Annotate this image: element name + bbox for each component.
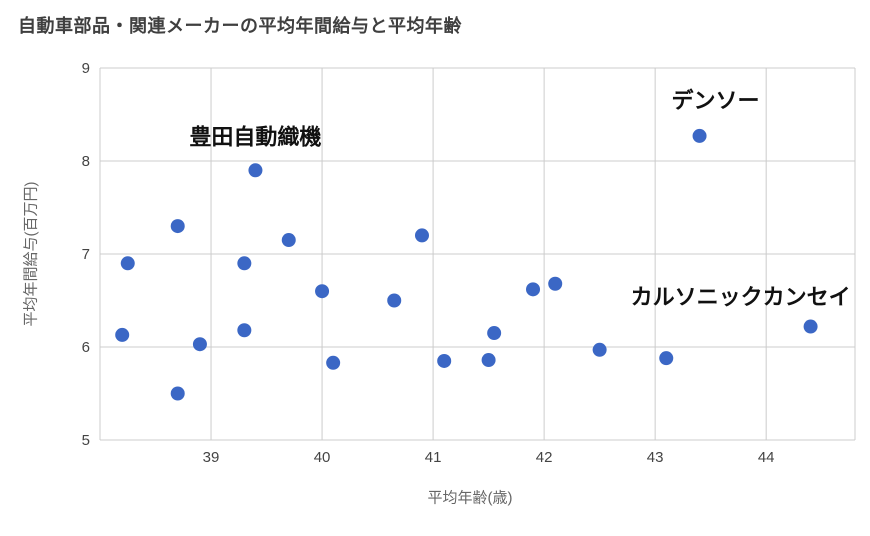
data-point: [315, 284, 330, 299]
x-axis-title: 平均年齢(歳): [427, 489, 513, 507]
data-point: [414, 228, 429, 243]
data-point: [481, 353, 496, 368]
data-point: [803, 319, 818, 334]
point-annotation: 豊田自動織機: [189, 124, 321, 149]
x-tick-label: 44: [758, 449, 775, 466]
data-point: [326, 355, 341, 370]
y-tick-label: 6: [82, 339, 90, 356]
data-point: [248, 163, 263, 178]
data-point: [170, 386, 185, 401]
data-point: [237, 256, 252, 271]
data-point: [120, 256, 135, 271]
y-tick-label: 8: [82, 153, 90, 170]
x-tick-label: 43: [647, 449, 664, 466]
data-point: [659, 351, 674, 366]
y-tick-label: 9: [82, 60, 90, 77]
data-point: [237, 323, 252, 338]
data-point: [692, 128, 707, 143]
x-tick-label: 42: [536, 449, 553, 466]
data-point: [170, 219, 185, 234]
data-point: [526, 282, 541, 297]
data-point: [281, 233, 296, 248]
data-point: [192, 337, 207, 352]
data-point: [548, 276, 563, 291]
x-tick-label: 41: [425, 449, 442, 466]
point-annotation: デンソー: [672, 88, 760, 113]
data-point: [387, 293, 402, 308]
point-annotation: カルソニックカンセイ: [631, 285, 851, 310]
data-point: [115, 327, 130, 342]
x-tick-label: 40: [314, 449, 331, 466]
y-tick-label: 7: [82, 246, 90, 263]
x-tick-label: 39: [203, 449, 220, 466]
data-point: [592, 342, 607, 357]
chart-title: 自動車部品・関連メーカーの平均年間給与と平均年齢: [18, 16, 462, 36]
data-point: [437, 353, 452, 368]
y-tick-label: 5: [82, 432, 90, 449]
data-point: [487, 326, 502, 341]
